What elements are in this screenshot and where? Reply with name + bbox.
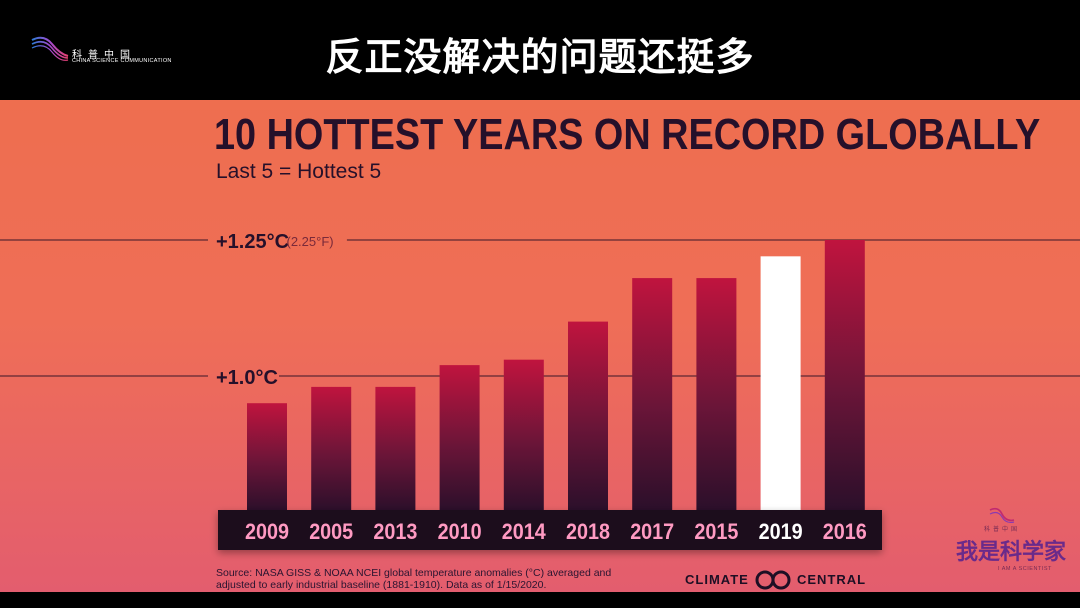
bar-2009 (247, 403, 287, 512)
watermark-cn: 我是科学家 (956, 539, 1067, 565)
scientist-watermark: 科普中国 我是科学家 I AM A SCIENTIST (948, 502, 1066, 582)
year-label-2010: 2010 (438, 519, 482, 544)
chart-subtitle: Last 5 = Hottest 5 (216, 160, 382, 183)
year-label-2005: 2005 (309, 519, 353, 544)
bar-2010 (439, 365, 480, 512)
source-note: Source: NASA GISS & NOAA NCEI global tem… (216, 567, 612, 591)
year-label-2019: 2019 (759, 519, 803, 544)
reference-label-0: +1.25°C (216, 231, 289, 253)
watermark-cn-small: 科普中国 (984, 526, 1021, 533)
brand-left-text: CLIMATE (685, 572, 749, 587)
bar-2016 (824, 240, 865, 512)
year-label-2018: 2018 (566, 519, 610, 544)
year-label-strip (218, 510, 882, 550)
year-label-2015: 2015 (694, 519, 738, 544)
banner-title: 反正没解决的问题还挺多 (325, 35, 755, 79)
reference-sublabel-0: (2.25°F) (287, 234, 334, 249)
chart-slide: +1.25°C (2.25°F) +1.0°C 2009 2005 2013 2010 20… (0, 100, 1080, 592)
year-label-2017: 2017 (630, 519, 674, 544)
wave-logo-icon (31, 36, 69, 61)
year-label-2016: 2016 (823, 519, 867, 544)
linked-circles-icon (755, 570, 791, 590)
wave-logo-icon (989, 507, 1015, 524)
bar-2015 (696, 278, 737, 512)
logo-en-text: CHINA SCIENCE COMMUNICATION (72, 58, 172, 64)
year-label-2009: 2009 (245, 519, 289, 544)
logo-cn-text: 科普中国 (72, 50, 136, 61)
bar-2005 (311, 386, 352, 512)
bar-2017 (632, 278, 673, 512)
bar-2014 (503, 359, 544, 512)
year-label-2014: 2014 (502, 519, 547, 544)
chart-title: 10 HOTTEST YEARS ON RECORD GLOBALLY (214, 110, 1041, 159)
reference-label-1: +1.0°C (216, 367, 278, 389)
top-banner: 科普中国 CHINA SCIENCE COMMUNICATION 反正没解决的问… (0, 0, 1080, 100)
brand-right-text: CENTRAL (797, 572, 867, 587)
bottom-bar (0, 592, 1080, 608)
bar-2018 (568, 321, 608, 512)
bar-chart: +1.25°C(2.25°F) +1.0°C 2009 2005 2013 2010 20… (0, 231, 1080, 550)
year-label-2013: 2013 (373, 519, 417, 544)
watermark-en: I AM A SCIENTIST (998, 566, 1052, 572)
bar-2019 (760, 256, 801, 512)
bar-2013 (375, 386, 416, 512)
kepu-logo: 科普中国 CHINA SCIENCE COMMUNICATION (30, 32, 180, 68)
climate-central-logo: CLIMATE CENTRAL (685, 570, 885, 590)
